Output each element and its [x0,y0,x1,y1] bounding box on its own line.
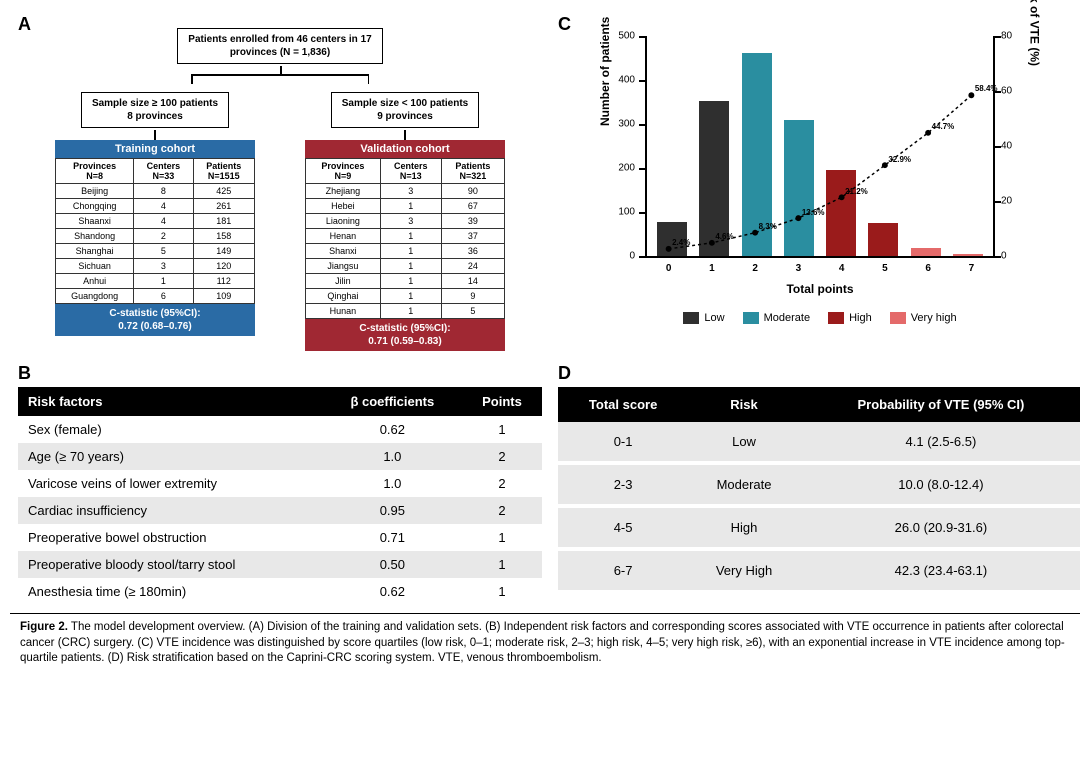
x-tick-label: 2 [752,263,758,274]
panel-d: D Total scoreRiskProbability of VTE (95%… [550,359,1080,613]
y-right-tick-label: 20 [1001,196,1023,207]
line-point-label: 13.6% [802,208,825,217]
risk-stratification-table: Total scoreRiskProbability of VTE (95% C… [558,387,1080,594]
cohort-header: Validation cohort [305,140,505,158]
x-tick-label: 1 [709,263,715,274]
table-row: 2-3Moderate10.0 (8.0-12.4) [558,463,1080,506]
y-right-tick-label: 80 [1001,31,1023,42]
cohort-footer: C-statistic (95%CI): 0.72 (0.68–0.76) [55,304,255,336]
connector [130,66,430,84]
figure-caption: Figure 2. The model development overview… [10,613,1080,673]
cohort-footer: C-statistic (95%CI): 0.71 (0.59–0.83) [305,319,505,351]
x-tick-label: 7 [969,263,975,274]
y-left-tick-label: 0 [609,251,635,262]
table-row: Preoperative bloody stool/tarry stool0.5… [18,551,542,578]
y-left-tick-label: 400 [609,75,635,86]
table-row: Preoperative bowel obstruction0.711 [18,524,542,551]
line-point-label: 8.3% [759,222,777,231]
panel-c-label: C [558,14,571,35]
x-tick-label: 3 [796,263,802,274]
table-row: Sex (female)0.621 [18,416,542,443]
x-title: Total points [786,282,853,296]
y-right-title: Risk of VTE (%) [1028,0,1042,66]
table-row: 4-5High26.0 (20.9-31.6) [558,506,1080,549]
table-row: Anesthesia time (≥ 180min)0.621 [18,578,542,605]
caption-lead: Figure 2. [20,621,68,633]
legend-item: Very high [890,312,957,324]
x-tick-label: 5 [882,263,888,274]
panel-a-label: A [18,14,31,35]
x-tick-label: 0 [666,263,672,274]
x-tick-label: 6 [925,263,931,274]
line-point-label: 32.9% [888,155,911,164]
table-row: Age (≥ 70 years)1.02 [18,443,542,470]
right-split-box: Sample size < 100 patients 9 provinces [331,92,479,128]
panel-b-label: B [18,363,31,384]
line-point-label: 58.4% [975,84,998,93]
flowchart: Patients enrolled from 46 centers in 17 … [18,26,542,351]
legend-item: Low [683,312,724,324]
y-left-tick-label: 100 [609,207,635,218]
legend-item: Moderate [743,312,810,324]
table-row: 0-1Low4.1 (2.5-6.5) [558,422,1080,463]
y-right-tick-label: 0 [1001,251,1023,262]
y-left-tick-label: 200 [609,163,635,174]
table-row: Cardiac insufficiency0.952 [18,497,542,524]
table-row: Varicose veins of lower extremity1.02 [18,470,542,497]
bar-line-chart: Number of patients Risk of VTE (%) 01002… [590,26,1050,306]
line-point-label: 2.4% [672,238,690,247]
table-row: 6-7Very High42.3 (23.4-63.1) [558,549,1080,592]
panel-b: B Risk factorsβ coefficientsPointsSex (f… [10,359,550,613]
cohort-table: Provinces N=8Centers N=33Patients N=1515… [55,158,255,304]
y-right-tick-label: 60 [1001,86,1023,97]
legend-item: High [828,312,872,324]
left-split-box: Sample size ≥ 100 patients 8 provinces [81,92,229,128]
line-point-label: 4.6% [715,232,733,241]
chart-legend: Low Moderate High Very high [558,312,1080,324]
cohort-table: Provinces N=9Centers N=13Patients N=321Z… [305,158,505,319]
y-right-tick-label: 40 [1001,141,1023,152]
line-point-label: 21.2% [845,187,868,196]
panel-c: C Number of patients Risk of VTE (%) 010… [550,10,1080,359]
cohort-header: Training cohort [55,140,255,158]
y-left-tick-label: 300 [609,119,635,130]
line-point-label: 44.7% [932,122,955,131]
panel-a: A Patients enrolled from 46 centers in 1… [10,10,550,359]
y-left-tick-label: 500 [609,31,635,42]
caption-text: The model development overview. (A) Divi… [20,621,1065,664]
x-tick-label: 4 [839,263,845,274]
panel-d-label: D [558,363,571,384]
risk-factors-table: Risk factorsβ coefficientsPointsSex (fem… [18,387,542,605]
root-box: Patients enrolled from 46 centers in 17 … [177,28,382,64]
